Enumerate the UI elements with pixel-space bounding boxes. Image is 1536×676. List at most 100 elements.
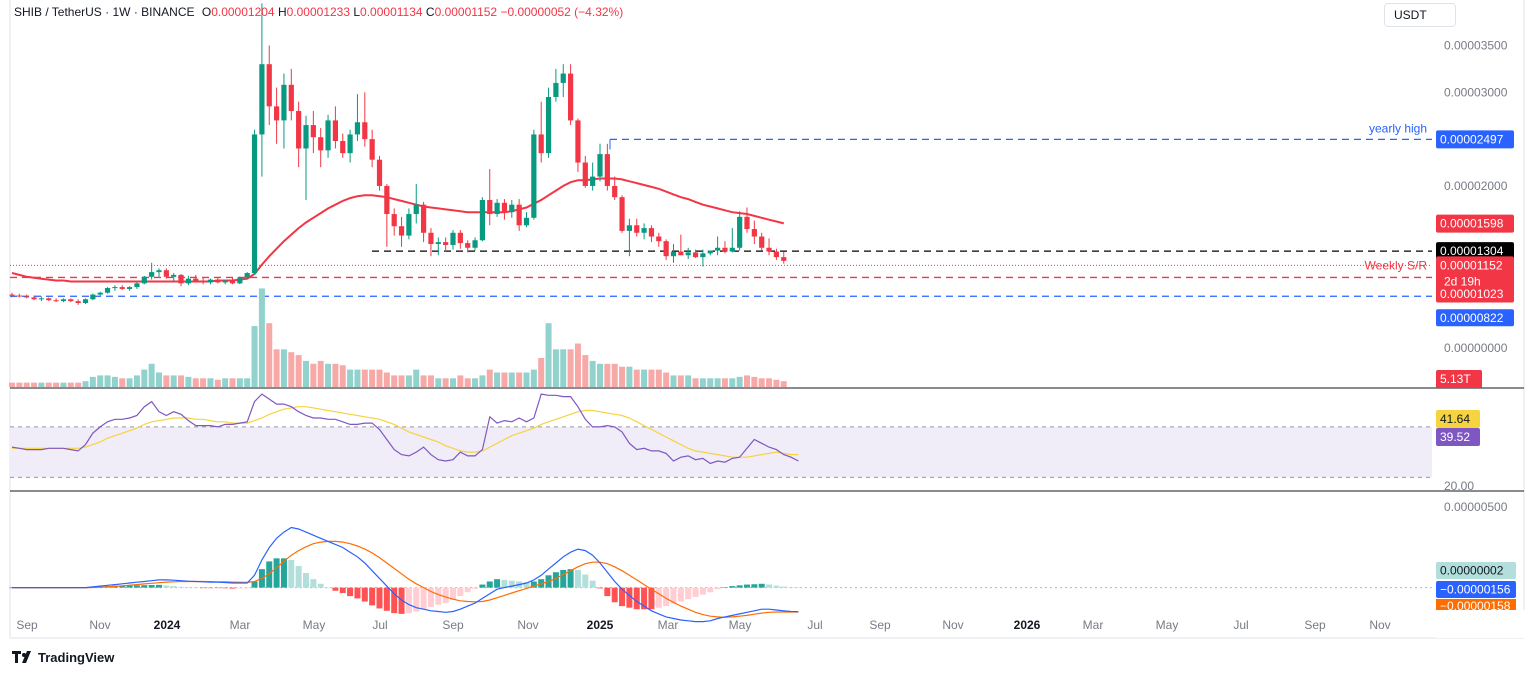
candle-body	[773, 251, 779, 258]
high-label: H	[277, 5, 287, 19]
macd-histogram-bar	[192, 587, 199, 589]
volume-bar	[53, 382, 60, 387]
volume-bar	[104, 375, 111, 387]
macd-histogram-bar	[780, 586, 787, 588]
candle-body	[362, 122, 368, 140]
volume-bar	[435, 378, 442, 387]
macd-histogram-bar	[317, 583, 324, 588]
time-axis-tick: Nov	[517, 618, 538, 632]
macd-histogram-bar	[450, 587, 456, 600]
macd-histogram-bar	[288, 559, 295, 588]
volume-bar	[442, 378, 449, 387]
candle	[104, 287, 111, 294]
candle	[75, 299, 81, 305]
time-axis-tick: Sep	[16, 618, 38, 632]
volume-bar	[133, 375, 140, 387]
symbol-name: SHIB / TetherUS · 1W · BINANCE	[14, 5, 195, 19]
candle	[656, 232, 662, 247]
weekly-sr-caption: Weekly S/R	[1365, 258, 1428, 272]
candle	[487, 169, 493, 226]
candle	[266, 45, 272, 126]
price-pane: yearly high Weekly S/R	[9, 3, 1432, 305]
macd-histogram-bar	[560, 569, 567, 588]
candle-body	[597, 154, 603, 177]
time-axis-tick: 2026	[1014, 618, 1041, 632]
candle	[156, 268, 162, 277]
macd-histogram-bar	[376, 587, 383, 609]
candle	[369, 129, 375, 168]
open-label: O	[201, 5, 212, 19]
volume-bar	[163, 375, 170, 387]
volume-bar	[192, 378, 199, 387]
candle-body	[215, 279, 221, 283]
volume-bar	[699, 378, 706, 387]
candle-body	[9, 294, 15, 296]
candle	[384, 184, 390, 247]
macd-histogram-bar	[494, 579, 501, 588]
candle	[501, 199, 508, 220]
candle-body	[612, 185, 618, 198]
currency-button[interactable]: USDT	[1384, 3, 1456, 27]
volume-bar	[405, 375, 412, 387]
tradingview-brand[interactable]: TradingView	[12, 650, 114, 666]
candle	[428, 228, 434, 257]
macd-histogram-bar	[464, 587, 471, 593]
candle	[413, 184, 419, 224]
candle-body	[251, 134, 258, 274]
candle	[171, 273, 177, 282]
volume-bar	[229, 378, 236, 387]
candle	[553, 68, 559, 102]
candle-body	[332, 120, 338, 141]
candle-body	[523, 217, 530, 226]
candle-body	[487, 199, 493, 215]
candle-body	[737, 216, 743, 248]
candle-body	[134, 283, 140, 288]
candle	[251, 129, 258, 275]
candle	[53, 298, 59, 303]
candle	[237, 276, 243, 285]
volume-bar	[773, 379, 780, 387]
volume-bar	[736, 376, 743, 387]
macd-histogram-bar	[148, 585, 155, 588]
volume-bar	[60, 382, 67, 387]
macd-histogram-bar	[391, 587, 398, 614]
time-axis-tick: Jul	[372, 618, 387, 632]
candle	[604, 143, 610, 191]
last-price-tag-bg	[1436, 256, 1514, 291]
macd-histogram-bar	[692, 587, 699, 597]
candle-body	[501, 202, 508, 213]
candle-body	[744, 216, 750, 230]
candle-body	[428, 232, 434, 245]
candle-body	[75, 301, 81, 304]
volume-bar	[744, 375, 750, 387]
volume-bar	[170, 375, 177, 387]
candle	[178, 273, 184, 287]
candle	[781, 251, 787, 264]
volume-bar	[457, 375, 464, 387]
macd-histogram-bar	[435, 587, 442, 605]
macd-hist-tag: 0.00000002	[1436, 562, 1516, 579]
grid	[9, 0, 1525, 639]
rsi-pane	[10, 393, 1432, 478]
candle	[259, 3, 265, 177]
candle-body	[766, 247, 772, 252]
candle	[163, 268, 169, 279]
candle-body	[384, 185, 390, 215]
volume-bar	[714, 378, 721, 387]
candle	[523, 212, 530, 228]
candle	[215, 277, 221, 284]
volume-pane	[9, 288, 787, 387]
macd-histogram-bar	[413, 587, 420, 612]
candle	[60, 298, 67, 303]
candle	[582, 155, 588, 188]
candle-body	[729, 247, 735, 252]
macd-histogram-bar	[472, 587, 479, 589]
candle-body	[626, 225, 632, 231]
volume-bar	[567, 349, 574, 387]
candle	[619, 195, 625, 233]
macd-histogram-bar	[641, 587, 648, 610]
yearly-high-tag-text: 0.00002497	[1440, 132, 1504, 146]
volume-bar	[648, 369, 655, 387]
volume-bar	[126, 378, 133, 387]
